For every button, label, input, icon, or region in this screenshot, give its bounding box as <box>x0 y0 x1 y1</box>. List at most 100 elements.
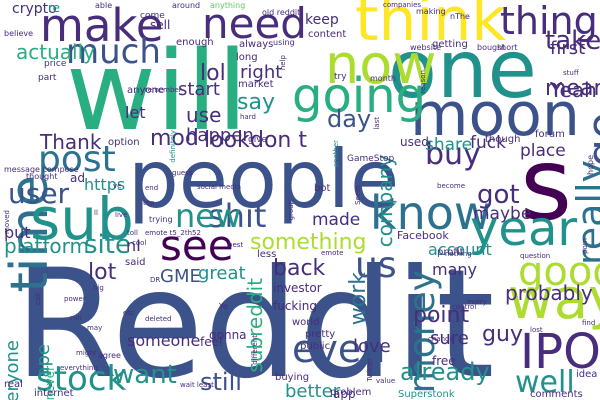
cloud-word: may <box>87 324 103 332</box>
cloud-word: investor <box>273 281 322 295</box>
cloud-word: crypto <box>12 1 57 17</box>
cloud-word: IPO <box>520 324 600 380</box>
cloud-word: stuff <box>563 69 579 77</box>
cloud-word: find <box>582 319 596 327</box>
cloud-word: become <box>437 182 466 190</box>
cloud-word: wait least <box>180 381 214 389</box>
cloud-word: feel <box>200 335 223 349</box>
cloud-word: app <box>333 387 356 400</box>
cloud-word: want <box>113 360 177 390</box>
cloud-word: fucking <box>273 299 317 313</box>
cloud-word: Twitter <box>366 358 374 382</box>
cloud-word: website <box>410 43 441 52</box>
cloud-word: Ye <box>219 302 228 311</box>
cloud-word: guess <box>172 169 193 177</box>
cloud-word: toll <box>127 229 138 237</box>
cloud-word: different <box>251 335 259 365</box>
cloud-word: share <box>425 135 473 155</box>
cloud-word: Seem <box>354 185 362 205</box>
cloud-word: nI <box>126 236 141 255</box>
cloud-word: remember <box>145 86 182 94</box>
cloud-word: world <box>292 317 320 328</box>
cloud-word: way <box>508 267 600 332</box>
cloud-word: live <box>115 211 128 219</box>
cloud-word: said <box>125 257 146 268</box>
cloud-word: GME <box>160 266 201 287</box>
cloud-word: happen <box>186 125 254 146</box>
cloud-word: use <box>186 103 222 127</box>
cloud-word: price <box>44 59 67 69</box>
cloud-word: big <box>93 284 104 292</box>
cloud-word: pretty <box>305 329 336 340</box>
cloud-word: give <box>248 135 268 145</box>
cloud-word: porn <box>581 238 589 254</box>
cloud-word: mean <box>545 76 600 101</box>
cloud-word: everything <box>60 364 98 372</box>
cloud-word: sure <box>430 328 469 349</box>
cloud-word: thing <box>500 0 598 43</box>
cloud-word: option <box>108 137 140 148</box>
cloud-word: trying <box>149 215 173 224</box>
cloud-word: Superstonk <box>398 389 455 400</box>
cloud-word: hope <box>586 155 595 175</box>
cloud-word: s <box>520 126 573 243</box>
cloud-word: https <box>84 175 126 194</box>
cloud-word: moved <box>3 210 11 234</box>
cloud-word: stock <box>36 359 127 399</box>
cloud-word: believe <box>4 29 34 38</box>
cloud-word: put <box>4 223 31 242</box>
cloud-word: us <box>355 245 397 286</box>
cloud-word: cool <box>132 239 147 247</box>
cloud-word: idea <box>576 369 598 380</box>
cloud-word: love <box>353 336 391 357</box>
cloud-word: making <box>416 7 446 16</box>
cloud-word: take <box>545 26 600 56</box>
cloud-word: anything <box>210 1 246 10</box>
cloud-word: right <box>240 62 283 83</box>
cloud-word: forum <box>535 129 565 140</box>
cloud-word: people <box>128 133 400 226</box>
cloud-word: bought <box>477 43 506 52</box>
cloud-word: made <box>312 210 361 230</box>
cloud-word: start <box>178 79 220 100</box>
cloud-word: site <box>84 230 131 260</box>
cloud-word: free <box>432 354 456 368</box>
cloud-word: place <box>520 141 566 161</box>
cloud-word: anyone <box>127 85 164 96</box>
cloud-word: definitely <box>169 130 177 163</box>
cloud-word: user <box>8 177 70 210</box>
cloud-word: power <box>64 295 86 303</box>
cloud-word: something <box>250 230 367 255</box>
cloud-word: ll <box>94 209 98 217</box>
cloud-word: Yeah <box>550 78 597 102</box>
cloud-word: great <box>198 263 246 284</box>
cloud-word: Facebook <box>397 229 449 242</box>
cloud-word: market <box>238 79 274 90</box>
cloud-word: probably <box>505 281 593 305</box>
cloud-word: content <box>308 29 347 40</box>
cloud-word: every <box>467 298 487 306</box>
cloud-word: less <box>257 249 277 260</box>
cloud-word: Reddit <box>14 238 495 400</box>
cloud-word: account <box>428 240 492 259</box>
cloud-word: ad <box>70 171 85 185</box>
cloud-word: another <box>332 140 340 168</box>
cloud-word: many <box>432 260 477 279</box>
cloud-word: someone <box>127 331 201 350</box>
cloud-word: let <box>125 103 146 122</box>
cloud-word: mod <box>150 126 199 151</box>
cloud-word: day <box>327 105 372 133</box>
cloud-word: moon <box>410 80 580 150</box>
cloud-word: will <box>66 27 248 155</box>
cloud-word: profit <box>437 247 464 258</box>
cloud-word: DR <box>150 276 161 284</box>
cloud-word: think <box>355 0 506 55</box>
cloud-word: change <box>428 335 454 343</box>
cloud-word: fuck <box>470 133 506 153</box>
cloud-word: social media <box>197 183 241 191</box>
cloud-word: though <box>485 134 521 145</box>
cloud-word: lol <box>200 61 226 86</box>
cloud-word: companies <box>383 1 422 9</box>
cloud-word: say <box>237 90 275 115</box>
